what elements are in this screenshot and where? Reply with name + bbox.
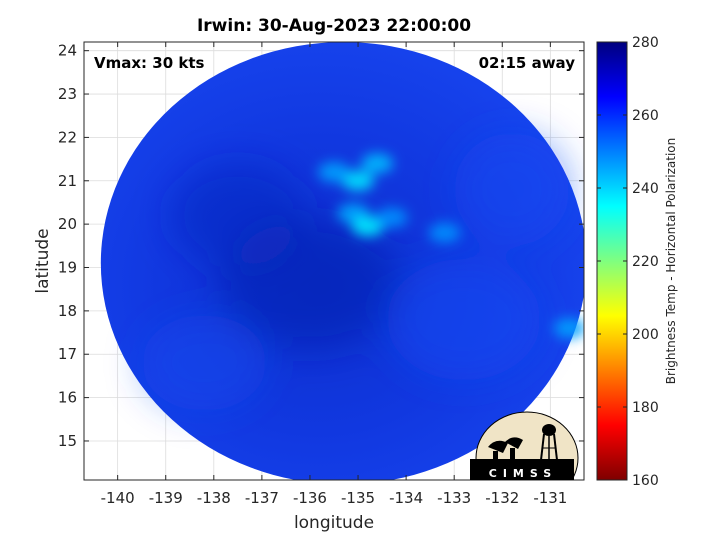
y-axis-label: latitude (33, 228, 53, 293)
x-tick-label: -133 (437, 489, 471, 507)
colorbar-tick-label: 200 (632, 327, 659, 343)
cimss-logo: CIMSS (470, 411, 579, 480)
logo-text: CIMSS (489, 467, 557, 480)
y-tick-label: 21 (58, 172, 77, 190)
satellite-dish-icon (488, 437, 523, 460)
x-axis: -140 -139 -138 -137 -136 -135 -134 -133 -132 -131 (101, 42, 567, 507)
swath-texture-blob (454, 133, 570, 246)
water-tower-icon (540, 424, 558, 461)
cold-cloud-feature (342, 170, 375, 191)
cold-cloud-feature (361, 153, 394, 174)
y-tick-label: 19 (58, 259, 77, 277)
swath-texture-blob (386, 258, 541, 381)
chart-title: Irwin: 30-Aug-2023 22:00:00 (197, 16, 471, 36)
colorbar-tick-label: 280 (632, 35, 659, 51)
y-tick-label: 15 (58, 432, 77, 450)
colorbar-tick-label: 260 (632, 108, 659, 124)
swath-texture-blob (170, 163, 306, 268)
swath-layer (100, 42, 584, 480)
colorbar-label: Brightness Temp - Horizontal Polarizatio… (664, 138, 678, 385)
time-away-annotation: 02:15 away (479, 54, 576, 72)
y-tick-label: 23 (58, 85, 77, 103)
y-tick-label: 18 (58, 302, 77, 320)
colorbar-tick-label: 180 (632, 400, 659, 416)
x-tick-label: -132 (485, 489, 519, 507)
x-tick-label: -135 (341, 489, 375, 507)
x-tick-label: -137 (245, 489, 279, 507)
cold-cloud-feature (553, 318, 584, 339)
cold-cloud-feature (428, 222, 461, 243)
vmax-annotation: Vmax: 30 kts (94, 54, 204, 72)
cold-cloud-features (318, 153, 584, 339)
x-tick-label: -136 (293, 489, 327, 507)
colorbar-ticks: 160 180 200 220 240 260 280 (597, 35, 659, 489)
x-tick-label: -140 (101, 489, 135, 507)
swath-texture (141, 133, 570, 411)
plot-frame (83, 41, 585, 481)
cold-cloud-feature (375, 207, 408, 228)
cold-cloud-feature (351, 216, 384, 237)
y-tick-label: 24 (58, 42, 77, 60)
swath-texture-blob (141, 315, 267, 411)
x-tick-label: -138 (197, 489, 231, 507)
y-tick-label: 16 (58, 389, 77, 407)
y-tick-label: 20 (58, 215, 77, 233)
x-tick-label: -131 (533, 489, 567, 507)
y-axis: 15 16 17 18 19 20 21 22 23 24 (58, 42, 584, 450)
colorbar-tick-label: 220 (632, 254, 659, 270)
colorbar (596, 41, 628, 481)
x-tick-label: -134 (389, 489, 423, 507)
x-tick-label: -139 (149, 489, 183, 507)
x-axis-label: longitude (294, 513, 374, 533)
y-tick-label: 17 (58, 345, 77, 363)
cold-cloud-feature (318, 162, 350, 183)
colorbar-tick-label: 240 (632, 181, 659, 197)
y-tick-label: 22 (58, 128, 77, 146)
colorbar-tick-label: 160 (632, 473, 659, 489)
